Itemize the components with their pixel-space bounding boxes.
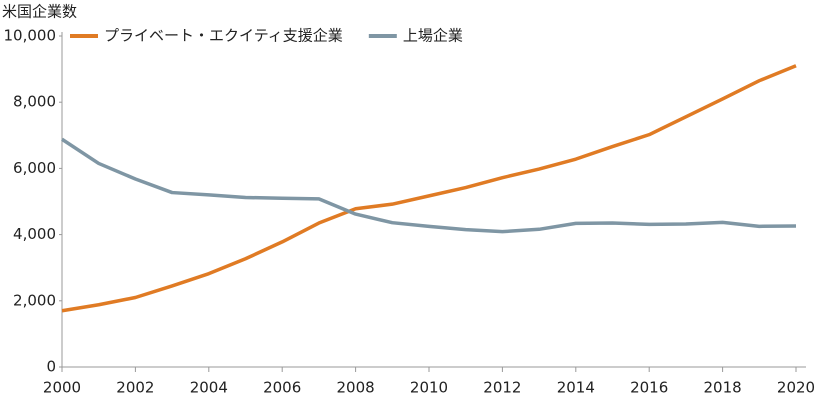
y-tick-label: 10,000 <box>4 27 57 45</box>
x-tick-label: 2002 <box>116 379 154 397</box>
x-tick-label: 2006 <box>263 379 301 397</box>
legend-label: 上場企業 <box>403 27 463 45</box>
x-tick-label: 2010 <box>410 379 448 397</box>
x-tick-label: 2008 <box>337 379 375 397</box>
series-line <box>61 137 797 234</box>
x-tick-label: 2018 <box>704 379 742 397</box>
y-axis-title: 米国企業数 <box>2 3 77 21</box>
y-tick-label: 8,000 <box>13 93 56 111</box>
x-tick-label: 2020 <box>777 379 815 397</box>
y-tick-label: 0 <box>46 358 56 376</box>
series-line <box>61 64 797 313</box>
x-tick-label: 2000 <box>43 379 81 397</box>
x-tick-label: 2004 <box>190 379 228 397</box>
y-tick-label: 2,000 <box>13 291 56 309</box>
legend-label: プライベート・エクイティ支援企業 <box>104 27 343 45</box>
x-tick-label: 2014 <box>557 379 595 397</box>
x-tick-label: 2016 <box>630 379 668 397</box>
y-tick-label: 4,000 <box>13 225 56 243</box>
x-tick-label: 2012 <box>483 379 521 397</box>
y-tick-label: 6,000 <box>13 159 56 177</box>
